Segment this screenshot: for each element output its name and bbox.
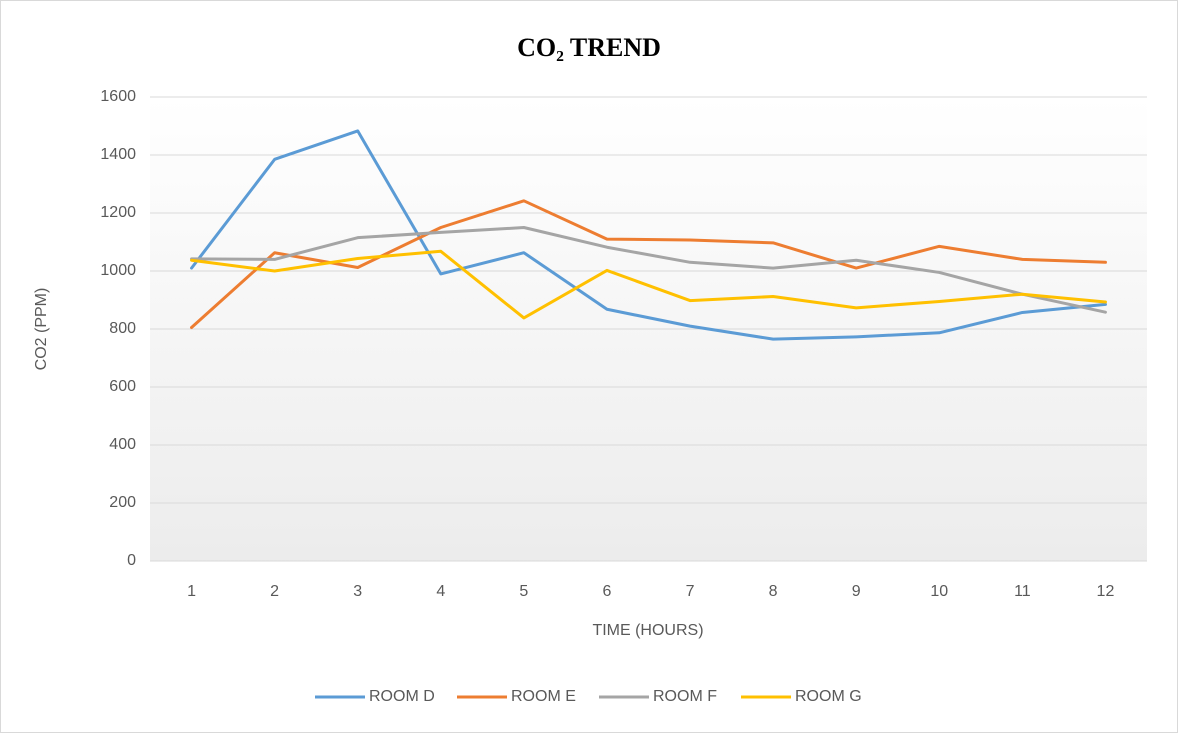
x-tick-label: 5: [519, 583, 528, 600]
x-tick-label: 6: [603, 583, 612, 600]
y-tick-label: 1600: [100, 88, 136, 105]
x-tick-label: 1: [187, 583, 196, 600]
x-axis-label: TIME (HOURS): [592, 622, 703, 639]
series-line: [190, 249, 1107, 320]
y-tick-label: 1000: [100, 262, 136, 279]
x-tick-label: 11: [1014, 583, 1031, 600]
x-tick-label: 7: [686, 583, 695, 600]
x-tick-label: 9: [852, 583, 861, 600]
y-tick-label: 200: [109, 494, 136, 511]
y-tick-label: 600: [109, 378, 136, 395]
y-tick-label: 0: [127, 552, 136, 569]
x-tick-label: 10: [930, 583, 948, 600]
series-line: [190, 199, 1107, 330]
legend-label: ROOM E: [511, 688, 576, 705]
y-tick-label: 800: [109, 320, 136, 337]
series-line: [190, 129, 1107, 341]
y-tick-label: 1400: [100, 146, 136, 163]
legend-label: ROOM G: [795, 688, 862, 705]
x-tick-label: 12: [1097, 583, 1115, 600]
x-tick-label: 8: [769, 583, 778, 600]
legend-label: ROOM F: [653, 688, 717, 705]
y-tick-label: 1200: [100, 204, 136, 221]
x-tick-label: 2: [270, 583, 279, 600]
series-line: [190, 226, 1107, 314]
y-tick-label: 400: [109, 436, 136, 453]
chart-title: CO₂ TREND: [517, 33, 661, 62]
x-tick-label: 3: [353, 583, 362, 600]
x-tick-label: 4: [436, 583, 445, 600]
y-axis-label: CO2 (PPM): [33, 288, 50, 371]
legend-label: ROOM D: [369, 688, 435, 705]
